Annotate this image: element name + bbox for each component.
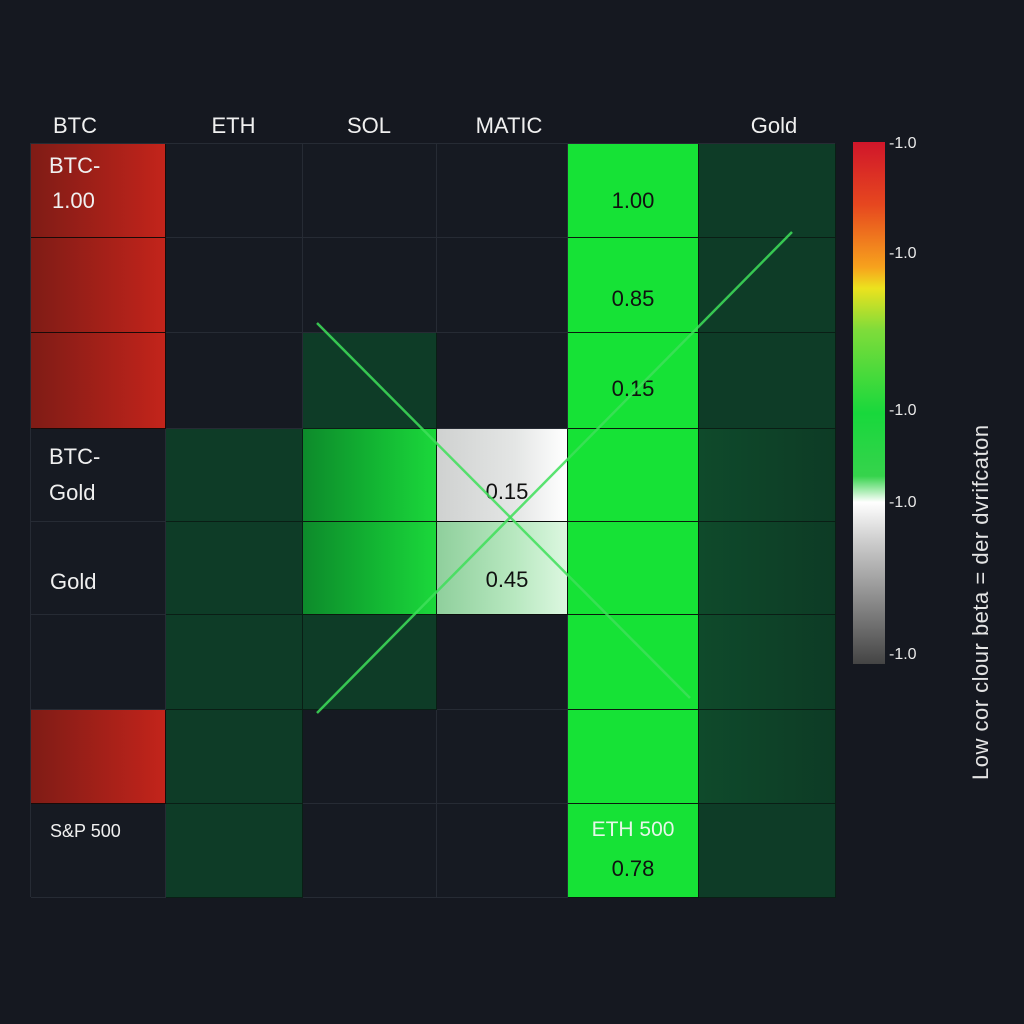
heatmap-cell[interactable] bbox=[31, 804, 166, 898]
heatmap-cell[interactable] bbox=[31, 615, 166, 710]
column-header-matic: MATIC bbox=[475, 113, 543, 138]
heatmap-cell[interactable] bbox=[568, 615, 699, 710]
heatmap-cell[interactable] bbox=[699, 615, 836, 710]
heatmap-cell[interactable] bbox=[437, 710, 568, 804]
heatmap-cell[interactable] bbox=[699, 522, 836, 615]
row-label-btc: BTC- bbox=[49, 153, 101, 178]
heatmap-cell[interactable] bbox=[31, 522, 166, 615]
heatmap-cell[interactable] bbox=[699, 144, 836, 238]
colorbar-tick: -1.0 bbox=[889, 402, 917, 419]
cell-value: 1.00 bbox=[611, 188, 655, 213]
heatmap-cell[interactable] bbox=[303, 333, 437, 429]
heatmap-cell[interactable] bbox=[166, 238, 303, 333]
heatmap-cell[interactable] bbox=[166, 429, 303, 522]
heatmap-cell[interactable]: 0.85 bbox=[568, 238, 699, 333]
heatmap-cell[interactable]: 0.15 bbox=[568, 333, 699, 429]
colorbar-label: Low cor clour beta = der dvrifcaton bbox=[968, 424, 993, 780]
colorbar-tick: -1.0 bbox=[889, 646, 917, 663]
heatmap-cell[interactable] bbox=[31, 144, 166, 238]
heatmap-cell[interactable] bbox=[437, 238, 568, 333]
cell-value: 0.45 bbox=[485, 567, 529, 592]
colorbar-tick: -1.0 bbox=[889, 494, 917, 511]
row-label-btc-gold-a: BTC- bbox=[49, 444, 101, 469]
heatmap-cell[interactable] bbox=[31, 710, 166, 804]
heatmap-cell[interactable] bbox=[303, 429, 437, 522]
cell-value: 0.15 bbox=[485, 479, 529, 504]
heatmap-cell[interactable] bbox=[699, 804, 836, 898]
heatmap-cell[interactable] bbox=[166, 522, 303, 615]
correlation-heatmap: 1.00 0.85 0.15 0.15 0.45 bbox=[30, 143, 836, 898]
heatmap-cell[interactable] bbox=[166, 144, 303, 238]
heatmap-cell[interactable] bbox=[699, 333, 836, 429]
heatmap-cell[interactable] bbox=[166, 615, 303, 710]
column-header-eth: ETH bbox=[211, 113, 256, 138]
heatmap-cell[interactable] bbox=[437, 615, 568, 710]
heatmap-cell[interactable] bbox=[699, 429, 836, 522]
heatmap-cell[interactable] bbox=[303, 615, 437, 710]
heatmap-cell[interactable] bbox=[166, 333, 303, 429]
heatmap-cell[interactable] bbox=[31, 429, 166, 522]
heatmap-cell[interactable]: ETH 500 0.78 bbox=[568, 804, 699, 898]
row-label-btc-value: 1.00 bbox=[52, 188, 95, 213]
cell-sublabel: ETH 500 bbox=[591, 818, 675, 841]
heatmap-cell[interactable] bbox=[31, 238, 166, 333]
heatmap-cell[interactable] bbox=[568, 429, 699, 522]
row-label-gold: Gold bbox=[50, 569, 97, 594]
heatmap-cell[interactable] bbox=[437, 144, 568, 238]
heatmap-cell[interactable] bbox=[303, 238, 437, 333]
colorbar-tick: -1.0 bbox=[889, 135, 917, 152]
cell-value: 0.78 bbox=[611, 856, 655, 881]
column-header-sol: SOL bbox=[346, 113, 392, 138]
heatmap-cell[interactable]: 0.45 bbox=[437, 522, 568, 615]
heatmap-cell[interactable] bbox=[437, 804, 568, 898]
cell-value: 0.85 bbox=[611, 286, 655, 311]
cell-value: 0.15 bbox=[611, 376, 655, 401]
heatmap-cell[interactable] bbox=[303, 144, 437, 238]
colorbar bbox=[853, 142, 885, 664]
heatmap-cell[interactable] bbox=[303, 522, 437, 615]
heatmap-cell[interactable]: 0.15 bbox=[437, 429, 568, 522]
heatmap-cell[interactable] bbox=[166, 710, 303, 804]
heatmap-cell[interactable] bbox=[303, 710, 437, 804]
column-header-btc: BTC bbox=[53, 113, 97, 138]
heatmap-cell[interactable] bbox=[303, 804, 437, 898]
heatmap-cell[interactable] bbox=[568, 522, 699, 615]
heatmap-cell[interactable]: 1.00 bbox=[568, 144, 699, 238]
heatmap-cell[interactable] bbox=[699, 710, 836, 804]
heatmap-cell[interactable] bbox=[437, 333, 568, 429]
heatmap-cell[interactable] bbox=[568, 710, 699, 804]
heatmap-cell[interactable] bbox=[166, 804, 303, 898]
column-header-gold: Gold bbox=[750, 113, 798, 138]
colorbar-tick: -1.0 bbox=[889, 245, 917, 262]
heatmap-cell[interactable] bbox=[699, 238, 836, 333]
row-label-btc-gold-b: Gold bbox=[49, 480, 96, 505]
row-label-sp500: S&P 500 bbox=[50, 821, 121, 841]
heatmap-cell[interactable] bbox=[31, 333, 166, 429]
